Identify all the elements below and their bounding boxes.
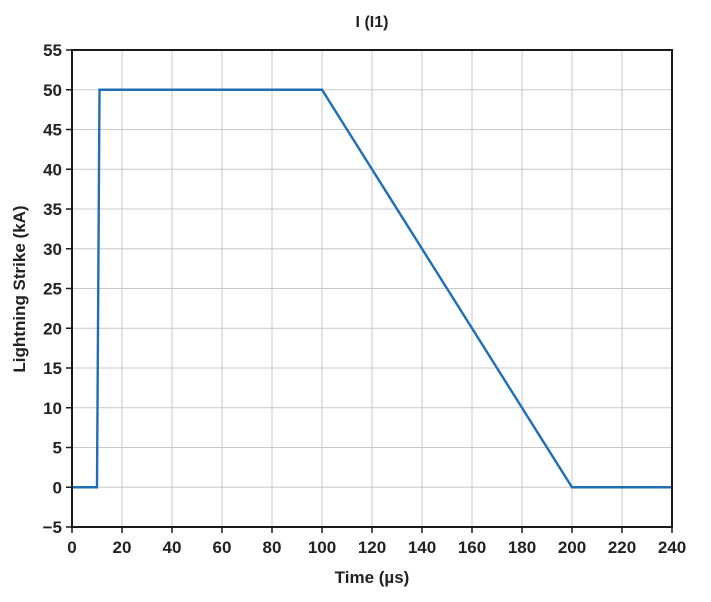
y-tick-label: 25 bbox=[43, 280, 62, 299]
series-line bbox=[72, 88, 672, 489]
y-tick-label: 20 bbox=[43, 319, 62, 338]
ticks bbox=[66, 49, 673, 533]
y-axis-title: Lightning Strike (kA) bbox=[10, 205, 29, 372]
x-axis-title: Time (µs) bbox=[335, 568, 410, 587]
y-tick-label: 30 bbox=[43, 240, 62, 259]
x-tick-label: 20 bbox=[113, 538, 132, 557]
y-tick-labels: −5 0 5 10 15 20 25 30 35 40 45 50 55 bbox=[43, 41, 62, 537]
x-tick-label: 80 bbox=[263, 538, 282, 557]
x-tick-label: 220 bbox=[608, 538, 636, 557]
x-tick-label: 0 bbox=[67, 538, 76, 557]
y-tick-label: 45 bbox=[43, 121, 62, 140]
chart-title: I (I1) bbox=[356, 14, 389, 31]
x-tick-label: 40 bbox=[163, 538, 182, 557]
y-tick-label: 55 bbox=[43, 41, 62, 60]
x-tick-label: 100 bbox=[308, 538, 336, 557]
series-layer bbox=[72, 88, 672, 489]
x-tick-labels: 0 20 40 60 80 100 120 140 160 180 200 220 240 bbox=[67, 538, 686, 557]
x-tick-label: 120 bbox=[358, 538, 386, 557]
y-tick-label: 15 bbox=[43, 359, 62, 378]
x-tick-label: 160 bbox=[458, 538, 486, 557]
y-tick-label: −5 bbox=[43, 518, 62, 537]
x-tick-label: 60 bbox=[213, 538, 232, 557]
y-tick-label: 50 bbox=[43, 81, 62, 100]
x-tick-label: 180 bbox=[508, 538, 536, 557]
y-tick-label: 40 bbox=[43, 160, 62, 179]
y-tick-label: 35 bbox=[43, 200, 62, 219]
x-tick-label: 240 bbox=[658, 538, 686, 557]
y-tick-label: 5 bbox=[53, 439, 62, 458]
x-tick-label: 140 bbox=[408, 538, 436, 557]
y-tick-label: 0 bbox=[53, 478, 62, 497]
grid bbox=[71, 49, 673, 528]
x-tick-label: 200 bbox=[558, 538, 586, 557]
y-tick-label: 10 bbox=[43, 399, 62, 418]
